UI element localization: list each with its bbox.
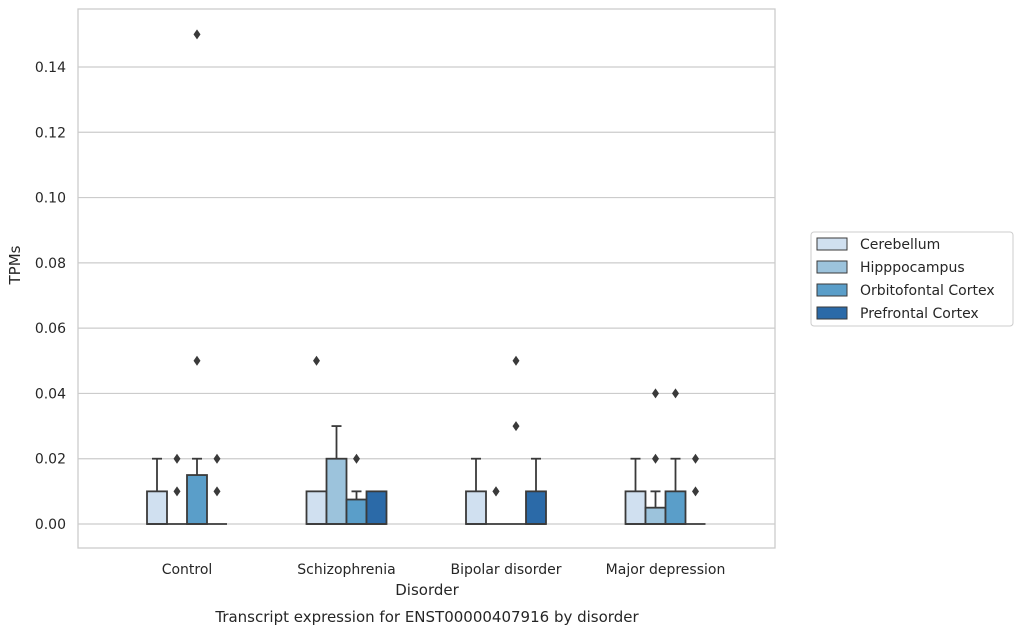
legend-label: Orbitofontal Cortex [860,283,995,299]
box-iqr [465,490,487,525]
box-iqr [345,498,368,525]
x-axis-ticks: Control Schizophrenia Bipolar disorder Majo… [162,562,726,578]
box-group [305,355,328,525]
legend-label: Prefrontal Cortex [860,306,979,322]
legend-label: Cerebellum [860,237,940,253]
box-group [465,457,487,525]
outlier-point [193,29,201,40]
outlier-point [173,486,181,497]
legend-swatch [816,237,848,251]
legend-swatch [816,260,848,274]
legend-swatch [816,283,848,297]
y-tick-label: 0.10 [35,191,66,207]
outlier-point [692,453,699,464]
box-group [167,453,187,525]
box-iqr [305,490,328,525]
y-tick-label: 0.00 [35,517,66,533]
x-axis-label: Disorder [395,581,459,599]
box-iqr [525,490,547,525]
box-group [664,388,687,525]
outlier-point [173,453,181,464]
outlier-point [213,486,221,497]
x-tick-label: Control [162,562,213,578]
y-tick-label: 0.04 [35,386,66,402]
box-group [644,388,667,525]
box-group [186,29,208,525]
box-group [624,457,647,525]
y-tick-label: 0.12 [35,125,66,141]
chart-caption: Transcript expression for ENST0000040791… [214,608,639,626]
box-group [685,453,706,525]
outlier-point [652,388,659,399]
box-group [525,457,547,525]
box-group [486,486,506,525]
box-iqr [624,490,647,525]
grid-lines [78,66,775,525]
x-tick-label: Bipolar disorder [450,562,561,578]
box-group [146,457,168,525]
outlier-point [492,486,500,497]
x-tick-label: Major depression [606,562,726,578]
box-iqr [325,457,348,525]
outlier-point [313,355,320,366]
legend-swatch [816,306,848,320]
plot-area-frame [77,8,776,549]
outlier-point [353,453,360,464]
legend-label: Hipppocampus [860,260,965,276]
box-group [325,425,348,525]
outlier-point [652,453,659,464]
box-group [365,490,388,525]
y-tick-label: 0.14 [35,60,66,76]
y-axis-label: TPMs [6,245,24,285]
legend: Cerebellum Hipppocampus Orbitofontal Corte… [810,231,1014,327]
y-axis-ticks: 0.00 0.02 0.04 0.06 0.08 0.10 0.12 0.14 [35,60,66,533]
outlier-point [512,421,520,432]
box-iqr [644,506,667,525]
y-tick-label: 0.06 [35,321,66,337]
outlier-point [512,355,520,366]
box-group [506,355,526,525]
box-iqr [365,490,388,525]
box-group [345,453,368,525]
y-tick-label: 0.08 [35,256,66,272]
box-iqr [146,490,168,525]
box-iqr [186,474,208,525]
box-series [146,29,706,525]
outlier-point [213,453,221,464]
outlier-point [193,355,201,366]
x-tick-label: Schizophrenia [297,562,395,578]
outlier-point [692,486,699,497]
y-tick-label: 0.02 [35,452,66,468]
outlier-point [672,388,679,399]
legend-frame [810,231,1014,327]
box-iqr [664,490,687,525]
box-group [207,453,227,525]
